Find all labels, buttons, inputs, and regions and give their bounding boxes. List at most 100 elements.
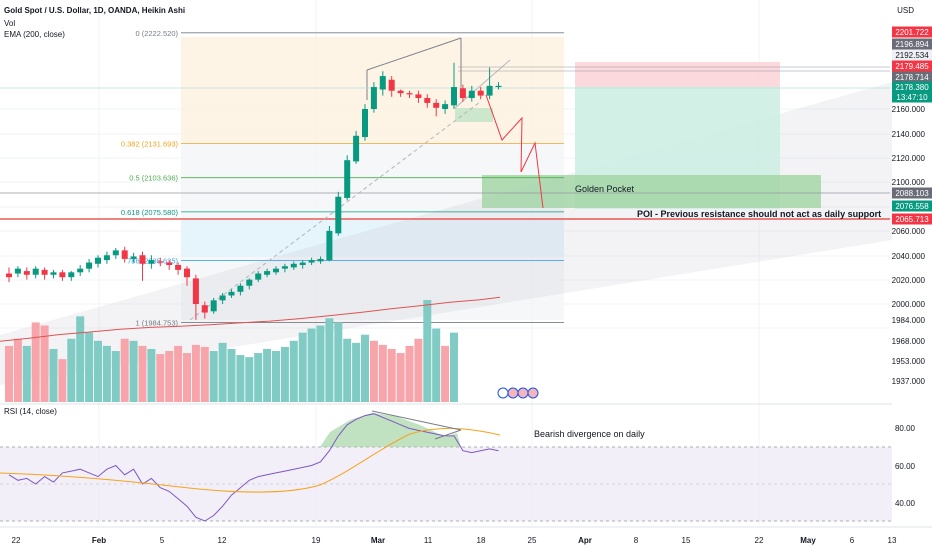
candle-body bbox=[166, 262, 173, 265]
volume-bar bbox=[76, 316, 85, 402]
volume-bar bbox=[254, 353, 263, 402]
volume-bar bbox=[13, 338, 22, 402]
volume-bar bbox=[450, 332, 458, 402]
volume-bar bbox=[58, 359, 67, 402]
candle-body bbox=[344, 160, 351, 198]
volume-bar bbox=[5, 345, 13, 402]
volume-bar bbox=[94, 340, 102, 402]
volume-bar bbox=[31, 322, 40, 402]
time-tick: 5 bbox=[160, 536, 165, 545]
time-tick: Apr bbox=[578, 536, 592, 545]
volume-bar bbox=[85, 332, 94, 402]
time-tick: 15 bbox=[682, 536, 691, 545]
price-tick: 2000.000 bbox=[892, 300, 926, 309]
rsi-overbought-fill bbox=[320, 413, 461, 447]
candle-body bbox=[192, 278, 199, 304]
volume-bar bbox=[272, 351, 280, 402]
price-label-bg bbox=[892, 38, 932, 50]
volume-bars bbox=[5, 300, 458, 402]
rsi-axis: 80.00 60.00 40.00 bbox=[895, 424, 916, 508]
volume-bar bbox=[423, 300, 432, 402]
volume-bar bbox=[334, 322, 343, 402]
rsi-divergence-line-2 bbox=[434, 429, 462, 440]
rsi-tick: 80.00 bbox=[895, 424, 916, 433]
rsi-label: RSI (14, close) bbox=[4, 407, 57, 416]
candle-body bbox=[451, 87, 457, 106]
volume-bar bbox=[40, 325, 49, 402]
candle-body bbox=[32, 268, 39, 275]
price-label-bg bbox=[892, 213, 932, 225]
fib-zone-blue bbox=[181, 220, 564, 257]
candle-body bbox=[139, 255, 146, 264]
price-tick: 1953.000 bbox=[892, 357, 926, 366]
volume-bar bbox=[49, 348, 58, 402]
volume-bar bbox=[191, 344, 200, 402]
volume-bar bbox=[147, 348, 156, 402]
candle-body bbox=[264, 271, 271, 275]
poi-label: POI - Previous resistance should not act… bbox=[637, 209, 881, 219]
volume-bar bbox=[218, 342, 227, 402]
price-tick: 2160.000 bbox=[892, 105, 926, 114]
time-tick: 11 bbox=[424, 536, 433, 545]
bearish-label: Bearish divergence on daily bbox=[534, 429, 645, 439]
candle-body bbox=[362, 109, 368, 138]
volume-bar bbox=[405, 345, 414, 402]
rsi-tick: 60.00 bbox=[895, 462, 916, 471]
candle-body bbox=[68, 272, 75, 278]
candle-body bbox=[406, 93, 413, 95]
price-label-bg bbox=[892, 91, 932, 103]
price-label-bg bbox=[892, 200, 932, 212]
candle-body bbox=[308, 260, 315, 263]
candle-body bbox=[486, 85, 493, 96]
fib-label: 0.618 (2075.580) bbox=[121, 208, 179, 217]
time-tick: 8 bbox=[634, 536, 639, 545]
fib-label: 0.382 (2131.693) bbox=[121, 139, 179, 148]
volume-bar bbox=[174, 345, 183, 402]
candle-body bbox=[433, 102, 440, 108]
time-tick: 6 bbox=[850, 536, 855, 545]
volume-bar bbox=[441, 345, 450, 402]
volume-bar bbox=[102, 345, 111, 402]
volume-bar bbox=[183, 353, 191, 402]
price-tick: 1968.000 bbox=[892, 337, 926, 346]
time-tick: 12 bbox=[218, 536, 227, 545]
price-tick: 1937.000 bbox=[892, 377, 926, 386]
rsi-tick: 40.00 bbox=[895, 499, 916, 508]
volume-bar bbox=[111, 351, 120, 402]
volume-bar bbox=[22, 345, 31, 402]
price-label: 2201.722 bbox=[895, 28, 929, 37]
candle-body bbox=[415, 94, 422, 99]
trend-drawings bbox=[0, 37, 890, 321]
price-tick: 2060.000 bbox=[892, 227, 926, 236]
price-label: 13:47:10 bbox=[896, 93, 928, 102]
candle-body bbox=[228, 291, 235, 296]
price-label-bg bbox=[892, 187, 932, 199]
event-icons[interactable] bbox=[497, 387, 539, 399]
candle-body bbox=[103, 255, 110, 261]
ema-200-line bbox=[0, 296, 501, 342]
volume-bar bbox=[396, 353, 405, 402]
candle-body bbox=[370, 87, 377, 109]
time-axis[interactable]: 22 Feb 5 12 19 Mar 11 18 25 Apr 8 15 22 May 6 13 bbox=[12, 536, 897, 545]
candle-body bbox=[157, 261, 164, 263]
candle-body bbox=[112, 250, 119, 256]
candles bbox=[6, 62, 502, 320]
ema-label: EMA (200, close) bbox=[4, 30, 65, 39]
rsi-divergence-line bbox=[371, 410, 462, 431]
price-tick: 2100.000 bbox=[892, 178, 926, 187]
candle-body bbox=[388, 79, 395, 91]
volume-bar bbox=[316, 325, 325, 402]
candle-body bbox=[246, 279, 253, 286]
volume-bar bbox=[245, 357, 254, 402]
price-axis[interactable]: 2160.0002140.0002120.0002100.0002080.000… bbox=[892, 0, 932, 527]
candle-body bbox=[41, 269, 48, 275]
volume-bar bbox=[361, 334, 369, 402]
volume-bar bbox=[67, 338, 76, 402]
candle-body bbox=[459, 88, 466, 99]
volume-bar bbox=[138, 345, 147, 402]
price-label: 2178.380 bbox=[895, 83, 929, 92]
golden-pocket-box bbox=[482, 175, 821, 208]
volume-bar bbox=[263, 348, 272, 402]
candle-body bbox=[495, 85, 502, 88]
